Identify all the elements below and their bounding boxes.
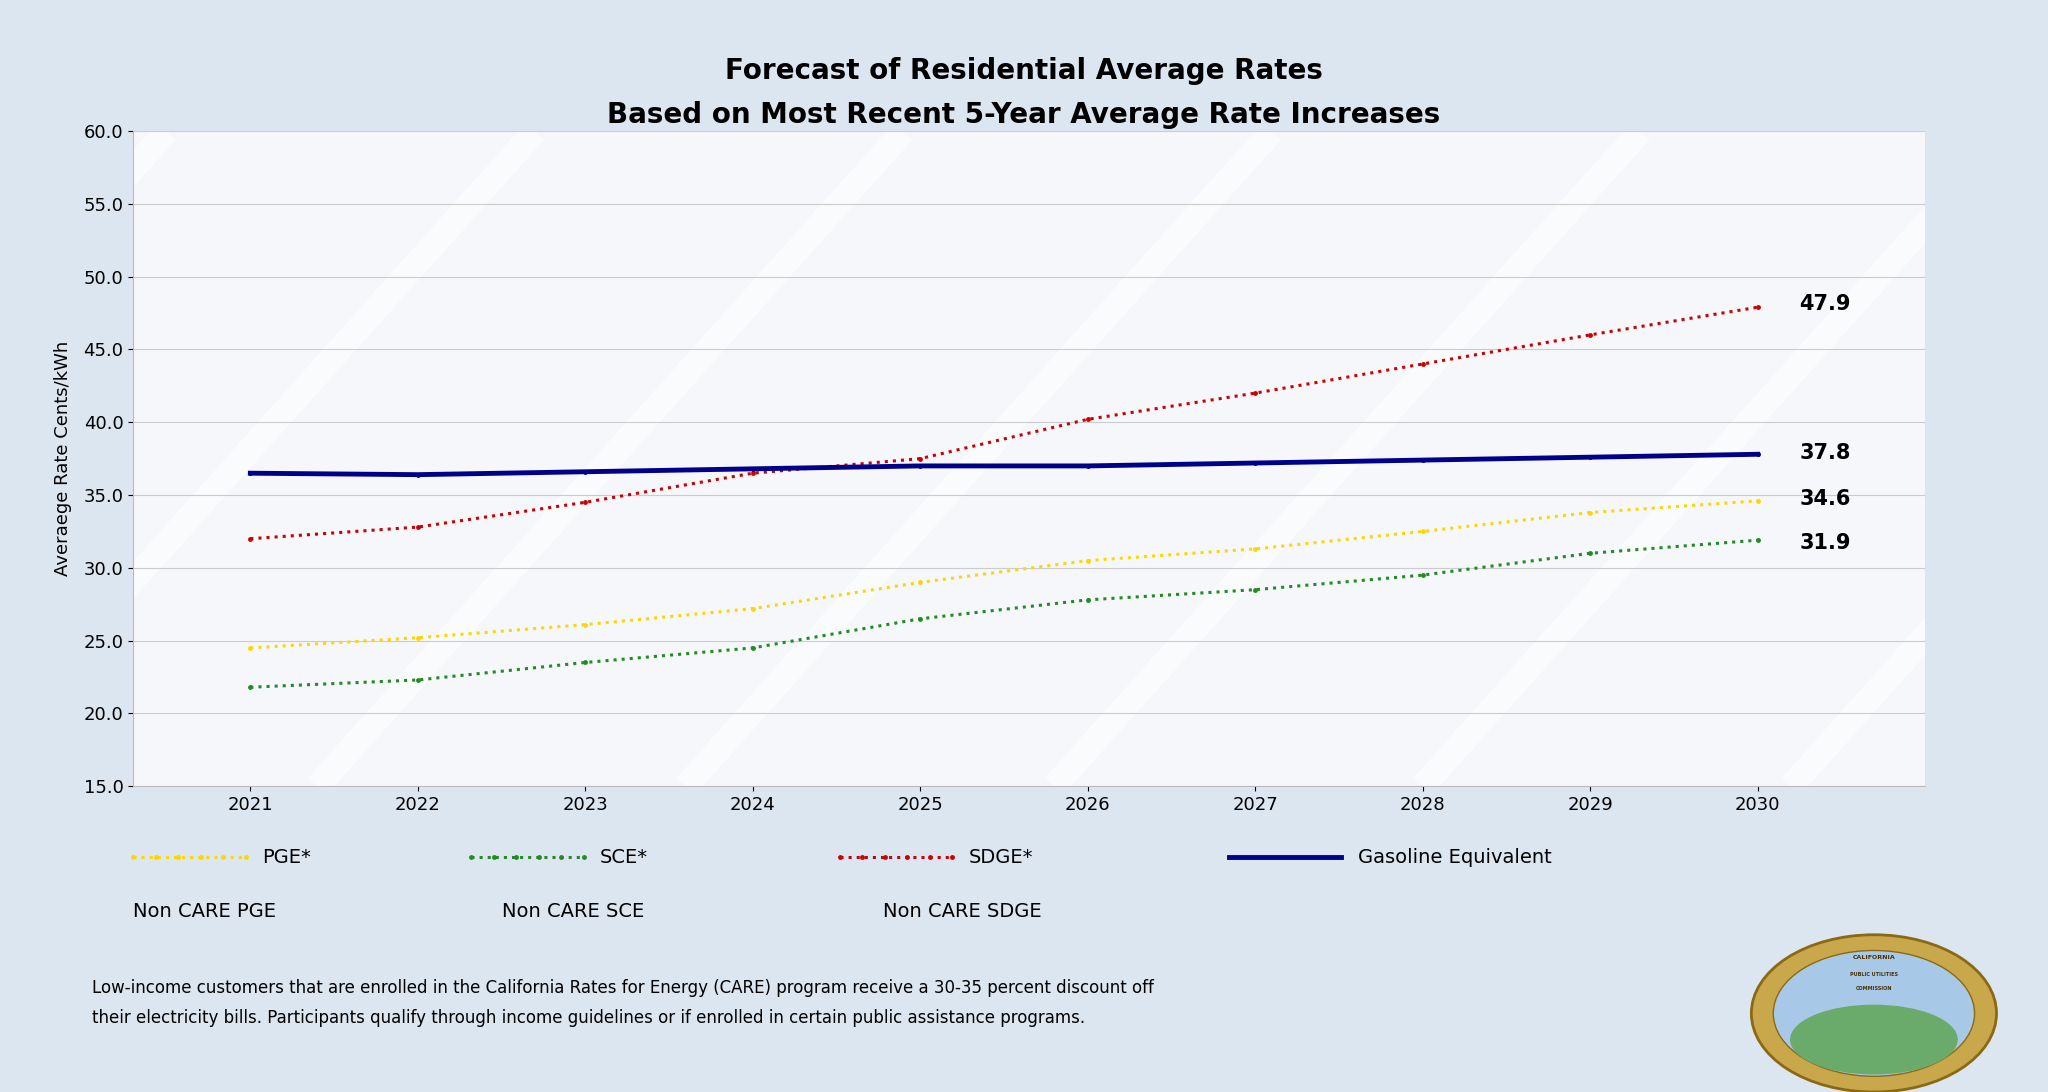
Text: COMMISSION: COMMISSION [1855,986,1892,992]
Ellipse shape [1774,950,1974,1077]
Text: Forecast of Residential Average Rates: Forecast of Residential Average Rates [725,57,1323,85]
Text: CALIFORNIA: CALIFORNIA [1853,956,1894,960]
Text: 34.6: 34.6 [1800,489,1851,509]
Text: Low-income customers that are enrolled in the California Rates for Energy (CARE): Low-income customers that are enrolled i… [92,980,1153,997]
Text: Gasoline Equivalent: Gasoline Equivalent [1358,847,1552,867]
Text: Non CARE SCE: Non CARE SCE [502,902,645,922]
Text: Non CARE SDGE: Non CARE SDGE [883,902,1042,922]
Text: PGE*: PGE* [262,847,311,867]
Text: 47.9: 47.9 [1800,295,1851,314]
Text: SDGE*: SDGE* [969,847,1032,867]
Text: Based on Most Recent 5-Year Average Rate Increases: Based on Most Recent 5-Year Average Rate… [608,100,1440,129]
Y-axis label: Averaege Rate Cents/kWh: Averaege Rate Cents/kWh [55,341,72,577]
Ellipse shape [1790,1005,1958,1075]
Text: Non CARE PGE: Non CARE PGE [133,902,276,922]
Ellipse shape [1751,935,1997,1092]
Text: their electricity bills. Participants qualify through income guidelines or if en: their electricity bills. Participants qu… [92,1009,1085,1026]
Text: SCE*: SCE* [600,847,647,867]
Text: PUBLIC UTILITIES: PUBLIC UTILITIES [1849,973,1898,977]
Text: 31.9: 31.9 [1800,533,1851,553]
Text: 37.8: 37.8 [1800,443,1851,463]
